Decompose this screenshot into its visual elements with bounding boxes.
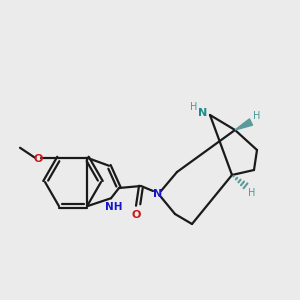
Text: O: O — [33, 154, 43, 164]
Text: H: H — [253, 111, 261, 121]
Polygon shape — [235, 119, 253, 130]
Text: O: O — [131, 210, 141, 220]
Text: N: N — [153, 189, 163, 199]
Text: H: H — [248, 188, 256, 198]
Text: N: N — [198, 108, 208, 118]
Text: NH: NH — [105, 202, 123, 212]
Text: H: H — [190, 102, 198, 112]
